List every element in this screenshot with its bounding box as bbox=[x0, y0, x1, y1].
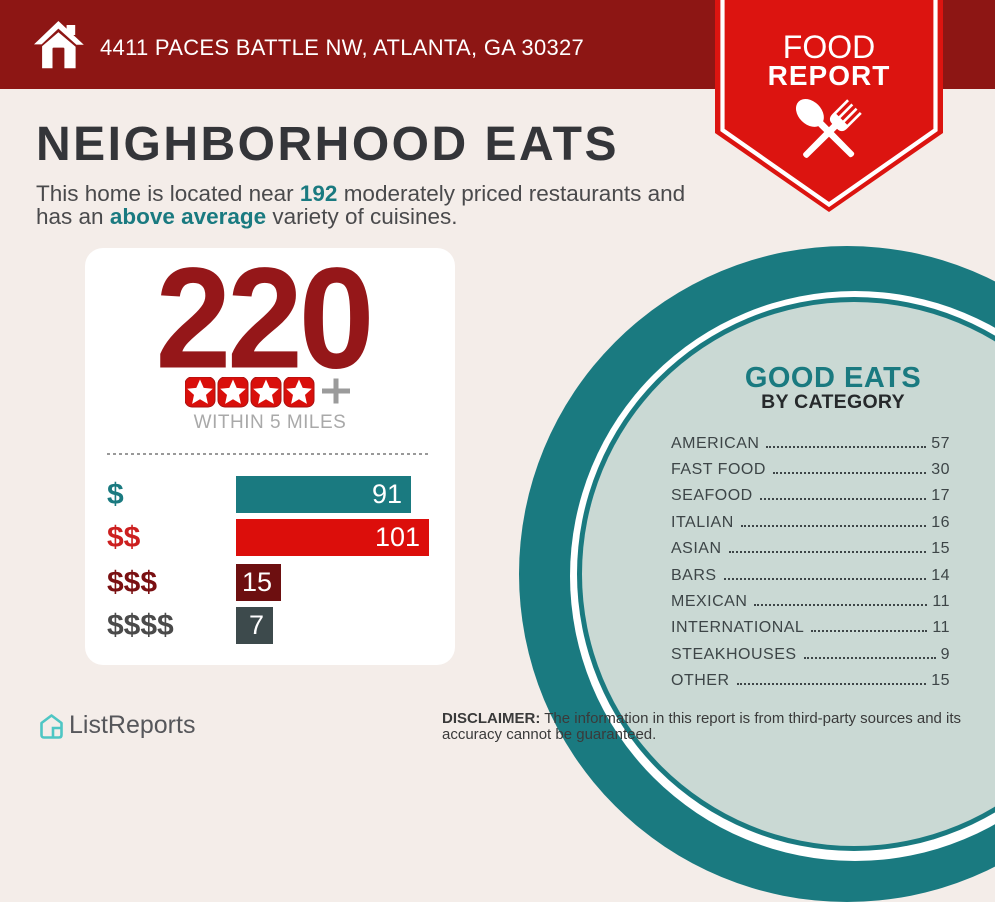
svg-text:REPORT: REPORT bbox=[768, 60, 891, 91]
svg-text:FOOD: FOOD bbox=[783, 29, 875, 65]
